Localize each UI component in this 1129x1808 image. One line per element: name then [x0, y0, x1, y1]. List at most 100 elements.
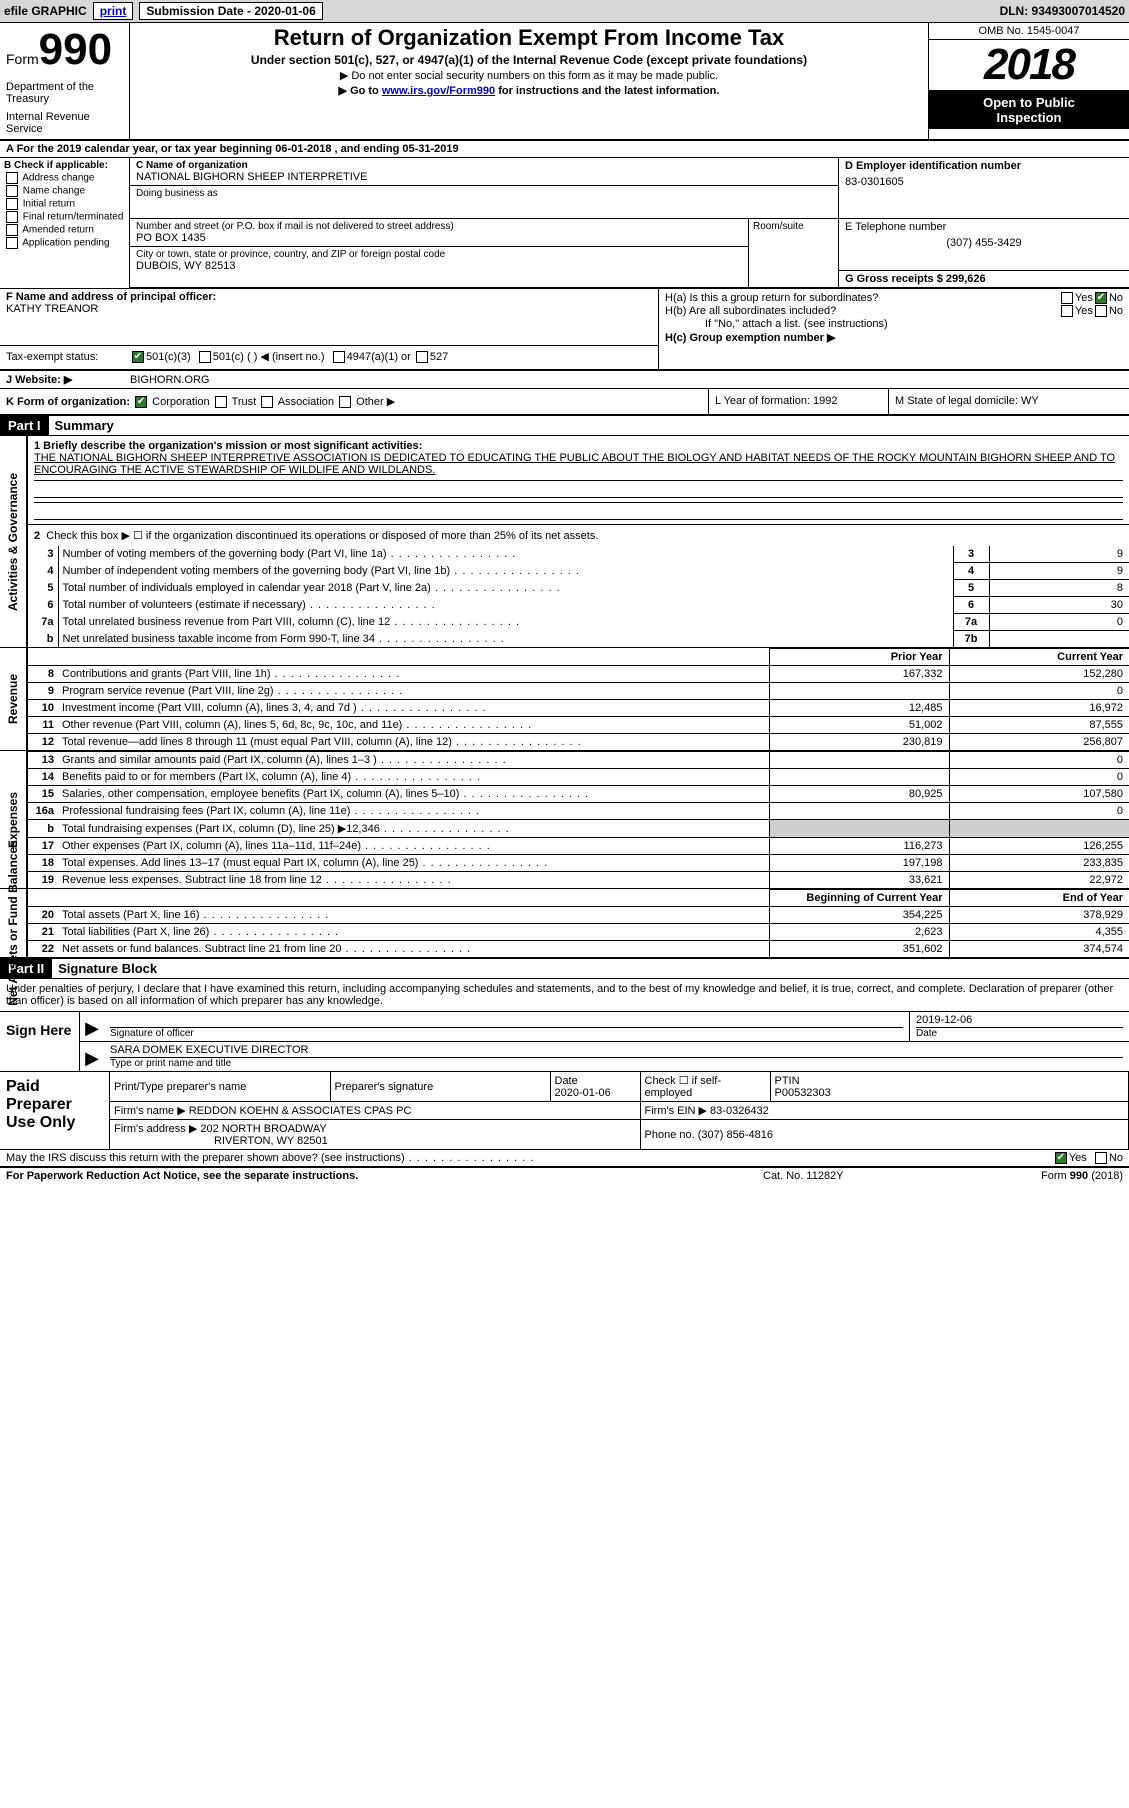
- k-trust: Trust: [232, 396, 257, 408]
- room-suite: Room/suite: [749, 219, 839, 287]
- sig-arrow-icon: ▶: [80, 1012, 104, 1041]
- table-row: 22Net assets or fund balances. Subtract …: [28, 941, 1129, 958]
- org-name-label: C Name of organization: [136, 160, 832, 171]
- street-address-field: Number and street (or P.O. box if mail i…: [130, 219, 748, 247]
- line1-label: 1 Briefly describe the organization's mi…: [34, 440, 1123, 452]
- k-assoc: Association: [278, 396, 334, 408]
- part1-badge: Part I: [0, 416, 49, 435]
- open-inspection: Open to Public Inspection: [929, 91, 1129, 129]
- firm-name-label: Firm's name ▶: [114, 1105, 186, 1117]
- k-other: Other ▶: [356, 396, 395, 408]
- table-row: 21Total liabilities (Part X, line 26)2,6…: [28, 924, 1129, 941]
- discuss-question: May the IRS discuss this return with the…: [6, 1152, 1053, 1164]
- row-klm: K Form of organization: ✔ Corporation Tr…: [0, 389, 1129, 416]
- officer-value: KATHY TREANOR: [6, 303, 652, 315]
- prep-date-label: Date: [555, 1075, 636, 1087]
- table-row: bTotal fundraising expenses (Part IX, co…: [28, 820, 1129, 838]
- part1-header-row: Part I Summary: [0, 416, 1129, 436]
- beginning-year-hdr: Beginning of Current Year: [769, 890, 949, 907]
- check-501c-icon: [199, 351, 211, 363]
- net-assets-table: Beginning of Current Year End of Year 20…: [28, 889, 1129, 957]
- website-value: BIGHORN.ORG: [130, 374, 209, 386]
- irs-link[interactable]: www.irs.gov/Form990: [382, 85, 495, 97]
- phone-value: (307) 455-3429: [845, 237, 1123, 249]
- org-name-field: C Name of organization NATIONAL BIGHORN …: [130, 158, 838, 186]
- side-net-text: Net Assets or Fund Balances: [6, 840, 20, 1006]
- addr-label: Number and street (or P.O. box if mail i…: [136, 221, 742, 232]
- discuss-no-check-icon: [1095, 1152, 1107, 1164]
- officer-name-value: SARA DOMEK EXECUTIVE DIRECTOR: [110, 1044, 1123, 1058]
- current-year-hdr: Current Year: [949, 649, 1129, 666]
- table-row: 19Revenue less expenses. Subtract line 1…: [28, 872, 1129, 889]
- table-row: 3Number of voting members of the governi…: [28, 546, 1129, 563]
- form-number: 990: [39, 25, 112, 74]
- inspect-line1: Open to Public: [933, 95, 1125, 110]
- table-row: 18Total expenses. Add lines 13–17 (must …: [28, 855, 1129, 872]
- block-g-receipts: G Gross receipts $ 299,626: [839, 271, 1129, 287]
- print-button[interactable]: print: [93, 2, 134, 20]
- opt-527: 527: [430, 351, 448, 363]
- table-row: 7aTotal unrelated business revenue from …: [28, 614, 1129, 631]
- block-e-phone: E Telephone number (307) 455-3429: [839, 219, 1129, 271]
- signature-section: Under penalties of perjury, I declare th…: [0, 979, 1129, 1184]
- section-revenue: Revenue Prior Year Current Year 8Contrib…: [0, 648, 1129, 751]
- tax-year: 2018: [929, 40, 1129, 91]
- k-label: K Form of organization:: [6, 396, 130, 408]
- side-gov-text: Activities & Governance: [6, 473, 20, 611]
- hb-no: No: [1109, 305, 1123, 317]
- website-label: J Website: ▶: [6, 373, 130, 386]
- block-bcd: B Check if applicable: Address change Na…: [0, 158, 1129, 289]
- dept-irs: Internal Revenue Service: [6, 111, 123, 135]
- discuss-yes: Yes: [1069, 1152, 1087, 1164]
- section-governance: Activities & Governance 1 Briefly descri…: [0, 436, 1129, 648]
- header-right: OMB No. 1545-0047 2018 Open to Public In…: [929, 23, 1129, 139]
- checkbox-icon: [6, 172, 18, 184]
- table-row: 8Contributions and grants (Part VIII, li…: [28, 666, 1129, 683]
- prior-year-hdr: Prior Year: [769, 649, 949, 666]
- end-year-hdr: End of Year: [949, 890, 1129, 907]
- block-b-header: B Check if applicable:: [4, 160, 125, 171]
- expenses-table: 13Grants and similar amounts paid (Part …: [28, 751, 1129, 888]
- sig-date-value: 2019-12-06: [916, 1014, 1123, 1028]
- preparer-table: Print/Type preparer's name Preparer's si…: [110, 1072, 1129, 1149]
- dept-treasury: Department of the Treasury: [6, 81, 123, 105]
- table-row: 16aProfessional fundraising fees (Part I…: [28, 803, 1129, 820]
- prep-sig-label: Preparer's signature: [335, 1081, 546, 1093]
- form-subtitle: Under section 501(c), 527, or 4947(a)(1)…: [138, 53, 920, 67]
- ha-yes-check-icon: [1061, 292, 1073, 304]
- block-b-item: Application pending: [4, 237, 125, 249]
- table-row: 17Other expenses (Part IX, column (A), l…: [28, 838, 1129, 855]
- checkbox-icon: [6, 224, 18, 236]
- hb-no-check-icon: [1095, 305, 1107, 317]
- checkbox-icon: [6, 237, 18, 249]
- governance-table: 3Number of voting members of the governi…: [28, 546, 1129, 647]
- row-f-h: F Name and address of principal officer:…: [0, 289, 1129, 370]
- instr-link: ▶ Go to www.irs.gov/Form990 for instruct…: [138, 84, 920, 97]
- officer-label: F Name and address of principal officer:: [6, 291, 652, 303]
- dln-label: DLN: 93493007014520: [1000, 4, 1125, 18]
- top-toolbar: efile GRAPHIC print Submission Date - 20…: [0, 0, 1129, 23]
- checkbox-icon: [6, 185, 18, 197]
- paid-preparer-block: Paid Preparer Use Only Print/Type prepar…: [0, 1072, 1129, 1150]
- dba-field: Doing business as: [130, 186, 838, 218]
- header-center: Return of Organization Exempt From Incom…: [130, 23, 929, 139]
- table-row: 6Total number of volunteers (estimate if…: [28, 597, 1129, 614]
- opt-501c: 501(c) ( ) ◀ (insert no.): [213, 350, 325, 363]
- instr-ssn: ▶ Do not enter social security numbers o…: [138, 69, 920, 82]
- efile-label: efile GRAPHIC: [4, 4, 87, 18]
- block-f-officer: F Name and address of principal officer:…: [0, 289, 659, 369]
- block-d-ein: D Employer identification number 83-0301…: [839, 158, 1129, 218]
- tax-status-label: Tax-exempt status:: [6, 351, 130, 363]
- paperwork-notice: For Paperwork Reduction Act Notice, see …: [6, 1170, 763, 1182]
- ha-yes: Yes: [1075, 292, 1093, 304]
- checkbox-icon: [6, 198, 18, 210]
- ha-no: No: [1109, 292, 1123, 304]
- opt-4947: 4947(a)(1) or: [347, 351, 411, 363]
- website-row: J Website: ▶ BIGHORN.ORG: [0, 370, 1129, 389]
- city-label: City or town, state or province, country…: [136, 249, 742, 260]
- block-b-checkboxes: B Check if applicable: Address change Na…: [0, 158, 130, 288]
- discuss-row: May the IRS discuss this return with the…: [0, 1150, 1129, 1168]
- table-row: 4Number of independent voting members of…: [28, 563, 1129, 580]
- ein-value: 83-0301605: [845, 176, 1123, 188]
- table-row: 15Salaries, other compensation, employee…: [28, 786, 1129, 803]
